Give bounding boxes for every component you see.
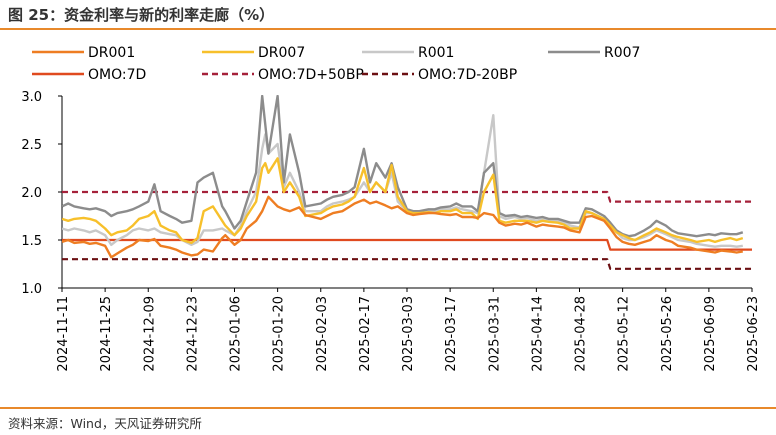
legend-label: R007 [604, 45, 640, 61]
x-tick-label: 2025-02-17 [358, 296, 373, 372]
y-tick-label: 2.5 [21, 138, 42, 153]
series-line-dr007 [62, 157, 744, 245]
source-note: 资料来源：Wind，天风证券研究所 [8, 416, 202, 431]
x-tick-label: 2025-04-28 [574, 296, 589, 372]
y-axis: 3.0 2.5 2.0 1.5 1.0 [21, 90, 63, 297]
x-tick-label: 2024-12-23 [185, 296, 200, 372]
series-line-omo-7d-50bp [62, 190, 752, 203]
legend-label: OMO:7D [88, 67, 146, 83]
x-axis: 2024-11-11 2024-11-25 2024-12-09 2024-12-23… [56, 287, 761, 372]
y-tick-label: 1.5 [21, 234, 42, 249]
legend-label: OMO:7D+50BP [258, 67, 364, 83]
legend-label: DR007 [258, 45, 305, 61]
legend-label: DR001 [88, 45, 135, 61]
series-line-r001 [62, 113, 743, 248]
y-tick-label: 3.0 [21, 90, 42, 105]
x-tick-label: 2025-03-17 [444, 296, 459, 372]
x-tick-label: 2025-06-09 [703, 296, 718, 372]
y-tick-label: 2.0 [21, 186, 42, 201]
legend: DR001 DR007 R001 R007 OMO:7D OMO:7D+50BP OMO:7… [32, 45, 640, 83]
x-tick-label: 2024-12-09 [142, 296, 157, 372]
top-rule [0, 28, 776, 30]
legend-label: OMO:7D-20BP [418, 67, 517, 83]
x-tick-label: 2025-05-12 [617, 296, 632, 372]
x-tick-label: 2025-04-14 [530, 296, 545, 372]
x-tick-label: 2025-03-31 [487, 296, 502, 372]
series-line-omo-7d [62, 238, 752, 251]
legend-label: R001 [418, 45, 454, 61]
x-tick-label: 2024-11-25 [99, 296, 114, 372]
x-tick-label: 2025-03-03 [401, 296, 416, 372]
plot-area [62, 95, 752, 270]
series-line-dr001 [62, 195, 743, 259]
bottom-rule [0, 407, 776, 409]
x-tick-label: 2025-05-26 [660, 296, 675, 372]
series-line-r007 [62, 95, 744, 238]
line-chart: DR001 DR007 R001 R007 OMO:7D OMO:7D+50BP OMO:7… [21, 45, 761, 372]
series-line-omo-7d-20bp [62, 258, 752, 270]
y-tick-label: 1.0 [21, 282, 42, 297]
x-tick-label: 2025-02-03 [315, 296, 330, 372]
figure-title: 图 25：资金利率与新的利率走廊（%） [8, 6, 275, 24]
x-tick-label: 2025-01-06 [229, 296, 244, 372]
x-tick-label: 2025-06-23 [746, 296, 761, 372]
x-tick-label: 2024-11-11 [56, 296, 71, 372]
x-tick-label: 2025-01-20 [272, 296, 287, 372]
